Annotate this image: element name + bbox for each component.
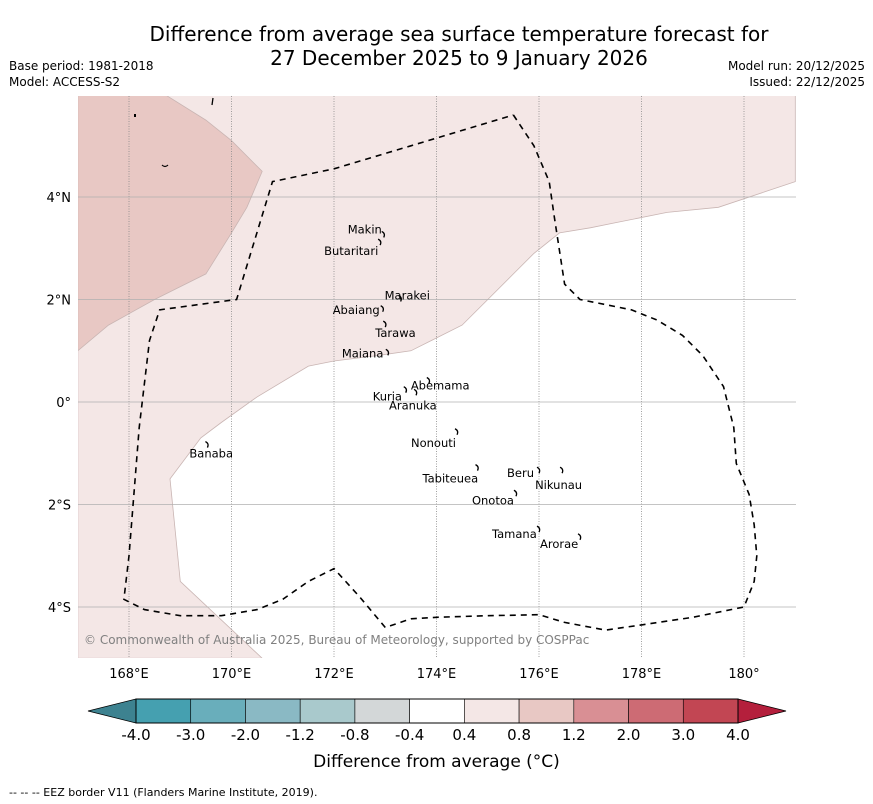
colorbar-tick-label: -0.4 xyxy=(395,726,424,744)
title-line-2: 27 December 2025 to 9 January 2026 xyxy=(270,46,648,70)
island-label: Beru xyxy=(507,466,534,480)
island-label: Marakei xyxy=(385,289,430,303)
colorbar-tick-label: 2.0 xyxy=(617,726,641,744)
x-tick-label: 170°E xyxy=(212,667,252,682)
colorbar-segment xyxy=(464,698,520,724)
colorbar-segment xyxy=(135,698,192,724)
island-shape xyxy=(385,348,390,356)
island-shape xyxy=(381,230,386,238)
island-shape xyxy=(536,466,541,474)
y-tick-label: 4°S xyxy=(48,601,71,616)
colorbar-segment xyxy=(299,698,356,724)
model-run-date: Model run: 20/12/2025 xyxy=(727,59,865,73)
title-line-1: Difference from average sea surface temp… xyxy=(149,22,769,46)
model-info: Base period: 1981-2018 Model: ACCESS-S2 xyxy=(9,58,154,90)
island-shape xyxy=(426,376,431,384)
colorbar-segment xyxy=(518,698,575,724)
y-tick-label: 2°N xyxy=(47,294,72,309)
island-label: Arorae xyxy=(540,537,578,551)
island-shape xyxy=(403,386,408,394)
base-period: Base period: 1981-2018 xyxy=(9,59,154,73)
island-label: Tabiteuea xyxy=(422,472,479,486)
x-tick-label: 180° xyxy=(728,667,759,682)
island-label: Butaritari xyxy=(324,244,378,258)
island-shape xyxy=(161,164,169,168)
x-tick-label: 176°E xyxy=(519,667,559,682)
island-shape xyxy=(380,305,384,313)
island-label: Nikunau xyxy=(535,478,582,492)
x-axis-ticks: 168°E 170°E 172°E 174°E 176°E 178°E 180° xyxy=(109,667,759,682)
island-shape xyxy=(536,525,541,533)
chart-title: Difference from average sea surface temp… xyxy=(0,22,873,70)
colorbar-segment xyxy=(628,698,684,724)
y-axis-ticks: 4°N 2°N 0° 2°S 4°S xyxy=(47,191,72,616)
copyright-notice: © Commonwealth of Australia 2025, Bureau… xyxy=(84,633,589,647)
island-label: Tarawa xyxy=(374,326,415,340)
colorbar-tick-label: 3.0 xyxy=(671,726,695,744)
colorbar-title: Difference from average (°C) xyxy=(0,752,873,772)
issued-date: Issued: 22/12/2025 xyxy=(749,75,865,89)
island-shape xyxy=(211,97,214,106)
colorbar-segment xyxy=(409,698,465,724)
island-shape xyxy=(382,320,387,328)
island-label: Nonouti xyxy=(411,436,456,450)
run-info: Model run: 20/12/2025 Issued: 22/12/2025 xyxy=(728,58,865,90)
colorbar-tick-label: -0.8 xyxy=(340,726,369,744)
island-shape xyxy=(398,294,402,302)
colorbar-segment xyxy=(354,698,410,724)
island-label: Makin xyxy=(348,222,382,236)
island-shape xyxy=(134,114,136,117)
colorbar-tick-label: 1.2 xyxy=(562,726,586,744)
colorbar-tick-label: 0.8 xyxy=(507,726,531,744)
colorbar-tick-label: -3.0 xyxy=(176,726,205,744)
colorbar-title-text: Difference from average (°C) xyxy=(313,752,560,772)
anomaly-regions xyxy=(78,96,796,658)
colorbar-tick-label: -2.0 xyxy=(231,726,260,744)
colorbar-segment xyxy=(573,698,629,724)
eez-footnote: -- -- -- EEZ border V11 (Flanders Marine… xyxy=(9,786,318,799)
colorbar-under-arrow xyxy=(87,698,137,724)
island-label: Kuria xyxy=(373,390,402,404)
island-shape xyxy=(577,533,582,541)
colorbar-tick-label: -1.2 xyxy=(286,726,315,744)
island-label: Abemama xyxy=(411,379,470,393)
y-tick-label: 2°S xyxy=(48,499,71,514)
island-shape xyxy=(559,466,564,474)
colorbar-tick-label: 4.0 xyxy=(726,726,750,744)
region-anomaly-0.4-to-0.8 xyxy=(78,96,796,658)
colorbar-tick-label: 0.4 xyxy=(452,726,476,744)
island-label: Onotoa xyxy=(472,493,514,507)
colorbar-segment xyxy=(245,698,301,724)
island-shape xyxy=(205,440,209,448)
gridlines xyxy=(78,96,796,658)
colorbar-tick-label: -4.0 xyxy=(121,726,150,744)
x-tick-label: 168°E xyxy=(109,667,149,682)
region-anomaly-0.8-to-1.2 xyxy=(78,96,263,352)
y-tick-label: 0° xyxy=(56,396,71,411)
colorbar-outline xyxy=(135,698,739,724)
island-shape xyxy=(377,238,382,246)
islands: Makin Butaritari Marakei Abaiang Tarawa Maian… xyxy=(134,97,582,551)
island-shape xyxy=(513,489,518,497)
island-label: Banaba xyxy=(189,447,233,461)
map-plot-area: Makin Butaritari Marakei Abaiang Tarawa Maian… xyxy=(78,96,796,658)
colorbar-over-arrow xyxy=(737,698,787,724)
y-tick-label: 4°N xyxy=(47,191,72,206)
island-shape xyxy=(454,428,459,436)
colorbar-segment xyxy=(682,698,739,724)
island-label: Tamana xyxy=(491,527,537,541)
x-tick-label: 174°E xyxy=(417,667,457,682)
island-label: Maiana xyxy=(342,346,384,360)
model-name: Model: ACCESS-S2 xyxy=(9,75,121,89)
colorbar-segment xyxy=(190,698,246,724)
island-shape xyxy=(413,388,418,396)
x-tick-label: 178°E xyxy=(622,667,662,682)
island-shape xyxy=(475,464,479,471)
x-tick-label: 172°E xyxy=(314,667,354,682)
colorbar: -4.0 -3.0 -2.0 -1.2 -0.8 -0.4 0.4 0.8 1.2 2.0 3.0 4… xyxy=(87,698,787,744)
island-label: Abaiang xyxy=(333,303,380,317)
island-label: Aranuka xyxy=(389,398,437,412)
